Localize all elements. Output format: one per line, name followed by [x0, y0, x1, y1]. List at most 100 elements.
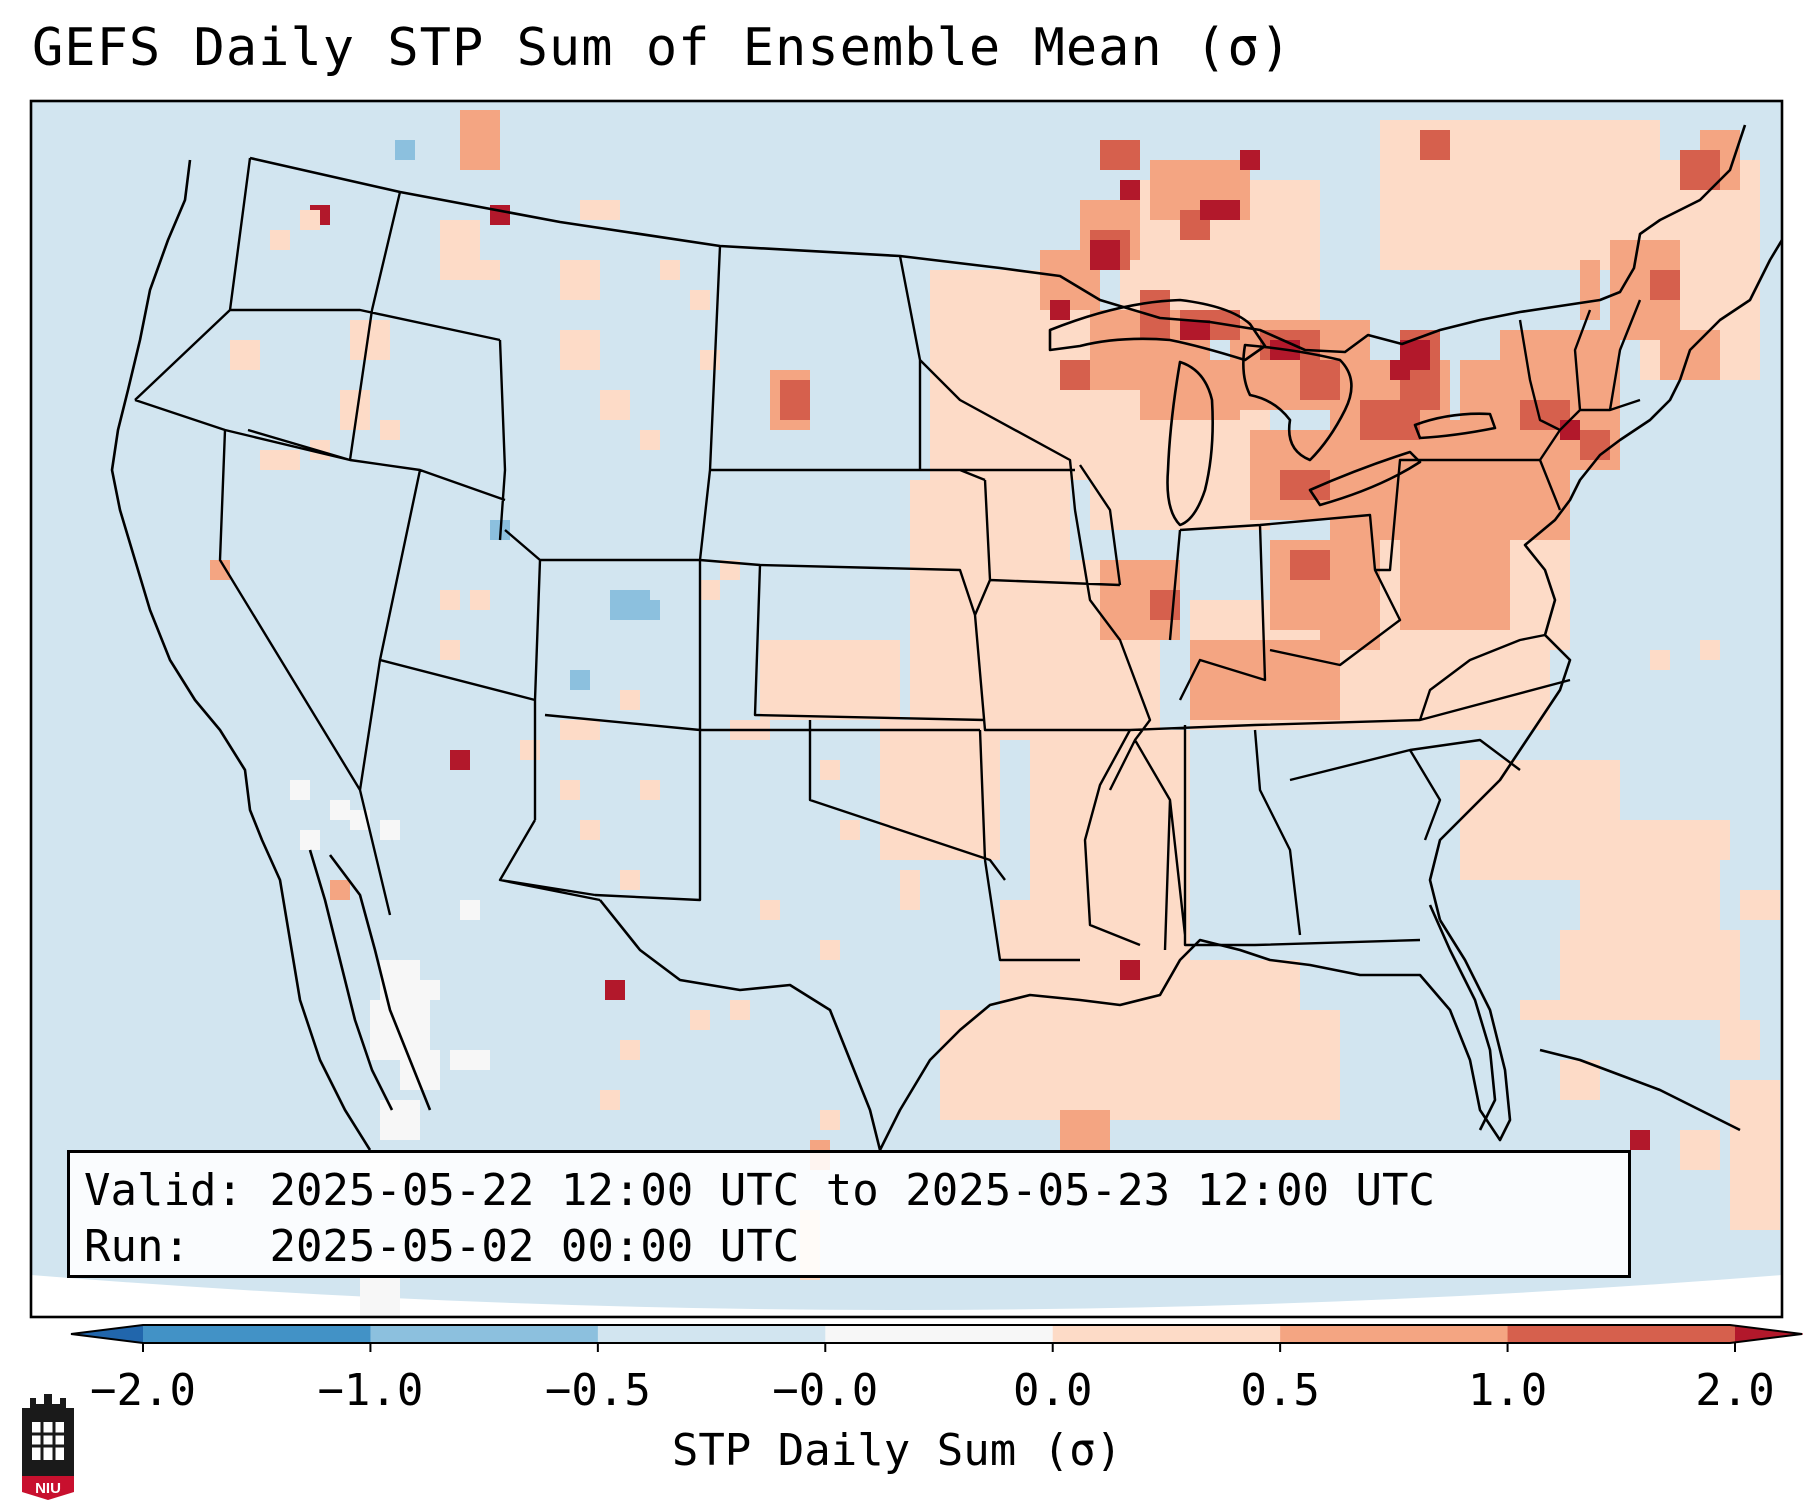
- stp-cell: [1300, 360, 1340, 400]
- colorbar: [70, 1324, 1803, 1352]
- colorbar-label: STP Daily Sum (σ): [671, 1425, 1123, 1476]
- map-panel: [31, 101, 1782, 1317]
- stp-cell: [560, 260, 600, 300]
- stp-cell: [730, 1000, 750, 1020]
- colorbar-over-extension: [1735, 1325, 1803, 1343]
- stp-cell: [820, 1110, 840, 1130]
- stp-cell: [1050, 300, 1070, 320]
- off-grid-area: [31, 1275, 1782, 1317]
- stp-cell: [1120, 180, 1140, 200]
- stp-cell: [270, 230, 290, 250]
- stp-cell: [1630, 1130, 1650, 1150]
- map-frame: [29, 99, 1784, 1319]
- stp-cell: [380, 1100, 420, 1140]
- stp-cell: [600, 1090, 620, 1110]
- stp-cell: [1740, 890, 1780, 920]
- stp-cell: [260, 450, 300, 470]
- stp-cell: [1580, 430, 1610, 460]
- stp-cell: [290, 780, 310, 800]
- stp-cell: [450, 750, 470, 770]
- stp-cell: [380, 820, 400, 840]
- stp-cell: [620, 870, 640, 890]
- stp-cell: [1650, 270, 1680, 300]
- colorbar-tick-label: −0.0: [772, 1365, 879, 1416]
- logo-window: [32, 1422, 64, 1460]
- stp-cell: [580, 820, 600, 840]
- lake-erie: [1308, 450, 1422, 507]
- stp-cell: [640, 430, 660, 450]
- stp-cell: [600, 200, 620, 220]
- stp-cell: [1500, 330, 1620, 390]
- stp-cell: [560, 780, 580, 800]
- stp-cell: [780, 380, 810, 420]
- gulf-coastline: [598, 899, 1512, 1152]
- stp-cell: [700, 350, 720, 370]
- stp-cell: [1360, 400, 1420, 440]
- stp-cell: [1400, 540, 1510, 630]
- stp-cell: [560, 720, 600, 740]
- map-boundaries: [110, 124, 1782, 1152]
- pacific-coastline: [110, 159, 372, 1151]
- stp-cell: [1730, 1080, 1780, 1230]
- stp-cell: [820, 940, 840, 960]
- florida-peninsula: [1428, 904, 1497, 1131]
- stp-cell: [690, 1010, 710, 1030]
- stp-cell: [1060, 360, 1090, 390]
- stp-cell: [460, 110, 500, 170]
- lake-huron: [1242, 343, 1353, 462]
- colorbar-tick-label: −1.0: [317, 1365, 424, 1416]
- colorbar-tick-label: 2.0: [1695, 1365, 1775, 1416]
- colorbar-bin: [825, 1325, 1054, 1343]
- colorbar-bin: [370, 1325, 599, 1343]
- stp-cell: [940, 1010, 1340, 1120]
- stp-cell: [620, 690, 640, 710]
- stp-cell: [1140, 290, 1170, 340]
- stp-cell: [1700, 640, 1720, 660]
- stp-cell: [640, 780, 660, 800]
- stp-cell: [1560, 420, 1580, 440]
- us-canada-border: [249, 124, 1747, 354]
- stp-cell: [1090, 240, 1120, 270]
- stp-cell: [1690, 820, 1730, 860]
- lake-ontario: [1413, 412, 1497, 440]
- stp-cell: [605, 980, 625, 1000]
- stp-cell: [300, 210, 320, 230]
- valid-label: Valid:: [84, 1165, 243, 1216]
- colorbar-under-extension: [76, 1325, 148, 1343]
- stp-cell: [1120, 960, 1140, 980]
- stp-cell: [770, 690, 790, 710]
- stp-cell: [690, 290, 710, 310]
- stp-cell: [700, 580, 720, 600]
- gulf-of-california: [328, 854, 432, 1111]
- stp-cell: [1720, 1020, 1760, 1060]
- stp-cell: [1420, 130, 1450, 160]
- run-time: 2025-05-02 00:00 UTC: [269, 1221, 800, 1272]
- colorbar-tick-label: 0.0: [1012, 1365, 1093, 1416]
- stp-cell: [570, 670, 590, 690]
- stp-cell: [1680, 150, 1720, 190]
- stp-cell: [1100, 140, 1140, 170]
- stp-cell: [720, 560, 740, 580]
- stp-cell: [560, 330, 600, 370]
- stp-cell: [470, 590, 490, 610]
- stp-cell: [900, 870, 920, 910]
- stp-cell: [1650, 650, 1670, 670]
- stp-cell: [440, 590, 460, 610]
- niu-logo: NIU: [22, 1394, 74, 1500]
- colorbar-tick-label: 1.0: [1467, 1365, 1548, 1416]
- stp-cell: [1240, 150, 1260, 170]
- stp-cell: [420, 980, 440, 1000]
- stp-cell: [1060, 1110, 1110, 1150]
- stp-cell: [1390, 360, 1410, 380]
- stp-cell: [230, 340, 260, 370]
- valid-time-range: 2025-05-22 12:00 UTC to 2025-05-23 12:00…: [269, 1165, 1436, 1216]
- stp-cell: [460, 900, 480, 920]
- stp-cell: [470, 260, 500, 280]
- colorbar-tick-label: −2.0: [90, 1365, 196, 1416]
- run-label: Run:: [84, 1221, 190, 1272]
- stp-cell: [1140, 360, 1240, 420]
- stp-cell: [620, 1040, 640, 1060]
- stp-cell: [440, 640, 460, 660]
- map-title: GEFS Daily STP Sum of Ensemble Mean (σ): [32, 18, 1292, 78]
